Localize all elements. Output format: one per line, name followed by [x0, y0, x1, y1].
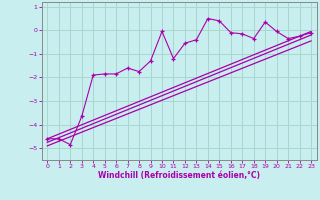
X-axis label: Windchill (Refroidissement éolien,°C): Windchill (Refroidissement éolien,°C) [98, 171, 260, 180]
